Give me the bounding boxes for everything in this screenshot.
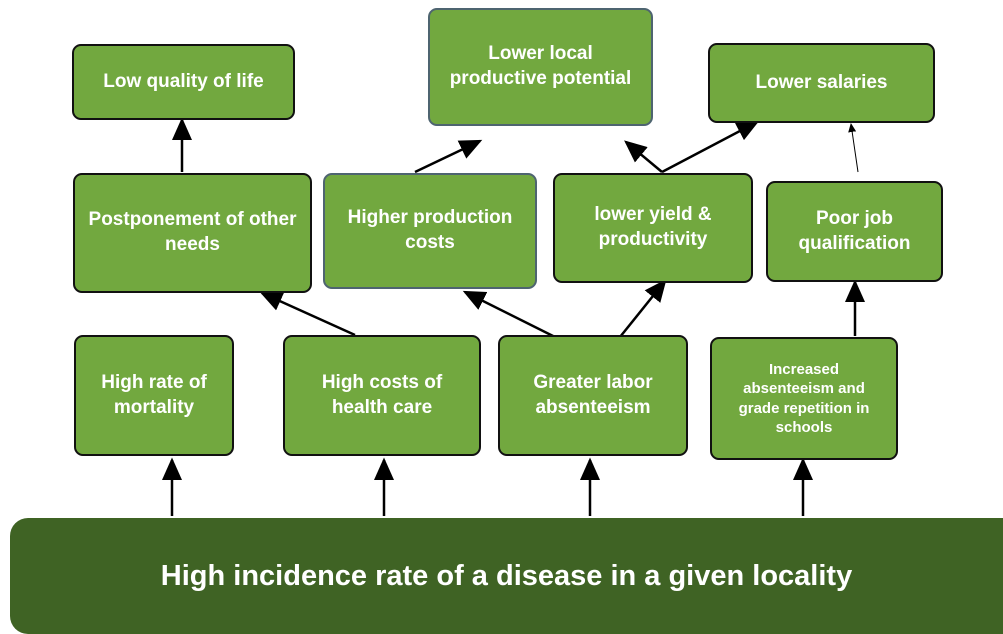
node: Poor job qualification [766, 181, 943, 282]
node: High rate of mortality [74, 335, 234, 456]
arrow-group [162, 117, 865, 516]
node: Low quality of life [72, 44, 295, 120]
node: Greater labor absenteeism [498, 335, 688, 456]
node: Increased absenteeism and grade repetiti… [710, 337, 898, 460]
base-banner: High incidence rate of a disease in a gi… [10, 518, 1003, 634]
node: Lower local productive potential [428, 8, 653, 126]
node: lower yield & productivity [553, 173, 753, 283]
node: Postponement of other needs [73, 173, 312, 293]
node: Lower salaries [708, 43, 935, 123]
node: High costs of health care [283, 335, 481, 456]
node: Higher production costs [323, 173, 537, 289]
